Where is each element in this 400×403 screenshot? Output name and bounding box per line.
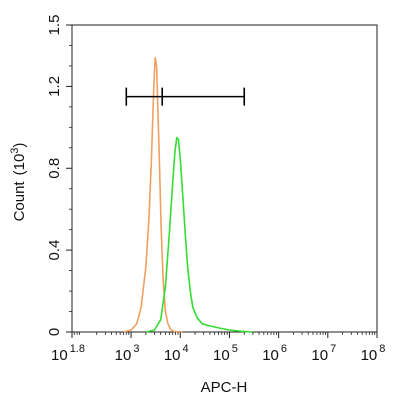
x-tick-label-5: 10 6 — [262, 343, 287, 364]
y-tick-label-3: 0.8 — [46, 158, 63, 179]
y-axis-title: Count (103) — [9, 143, 28, 222]
x-tick-exp-6: 7 — [330, 343, 336, 355]
series-line-1 — [123, 56, 183, 333]
x-tick-base-3: 10 — [164, 347, 181, 364]
x-tick-label-1: 10 1.8 — [51, 343, 85, 364]
y-axis-unit-open: (10 — [11, 154, 28, 176]
y-axis: 0 0.4 0.8 1.2 1.5 — [46, 15, 72, 336]
x-tick-label-4: 10 5 — [213, 343, 238, 364]
x-tick-exp-2: 3 — [133, 343, 139, 355]
x-tick-base-6: 10 — [311, 347, 328, 364]
x-tick-exp-4: 5 — [232, 343, 238, 355]
y-tick-label-2: 0.4 — [46, 240, 63, 261]
x-tick-base-5: 10 — [262, 347, 279, 364]
y-tick-label-5: 1.5 — [46, 15, 63, 36]
x-tick-exp-5: 6 — [281, 343, 287, 355]
y-tick-label-1: 0 — [46, 328, 63, 336]
x-axis-title: APC-H — [201, 379, 248, 396]
series-line-2 — [145, 136, 253, 333]
x-tick-base-4: 10 — [213, 347, 230, 364]
x-tick-label-2: 10 3 — [115, 343, 140, 364]
x-tick-exp-1: 1.8 — [70, 343, 85, 355]
y-tick-label-4: 1.2 — [46, 76, 63, 97]
x-tick-label-7: 10 8 — [361, 343, 386, 364]
x-tick-label-6: 10 7 — [311, 343, 336, 364]
y-axis-unit-exp: 3 — [9, 148, 21, 154]
x-tick-base-2: 10 — [115, 347, 132, 364]
gate-marker — [125, 87, 246, 106]
plot-frame — [71, 24, 378, 333]
x-tick-base-1: 10 — [51, 347, 68, 364]
x-tick-base-7: 10 — [361, 347, 378, 364]
x-tick-exp-3: 4 — [183, 343, 189, 355]
x-tick-label-3: 10 4 — [164, 343, 189, 364]
x-tick-exp-7: 8 — [379, 343, 385, 355]
y-axis-title-text: Count — [11, 181, 28, 222]
series-layer — [123, 56, 253, 333]
x-axis: 10 1.8 10 3 10 4 10 5 10 6 10 7 10 8 — [51, 332, 385, 364]
y-axis-unit-close: ) — [11, 143, 28, 148]
